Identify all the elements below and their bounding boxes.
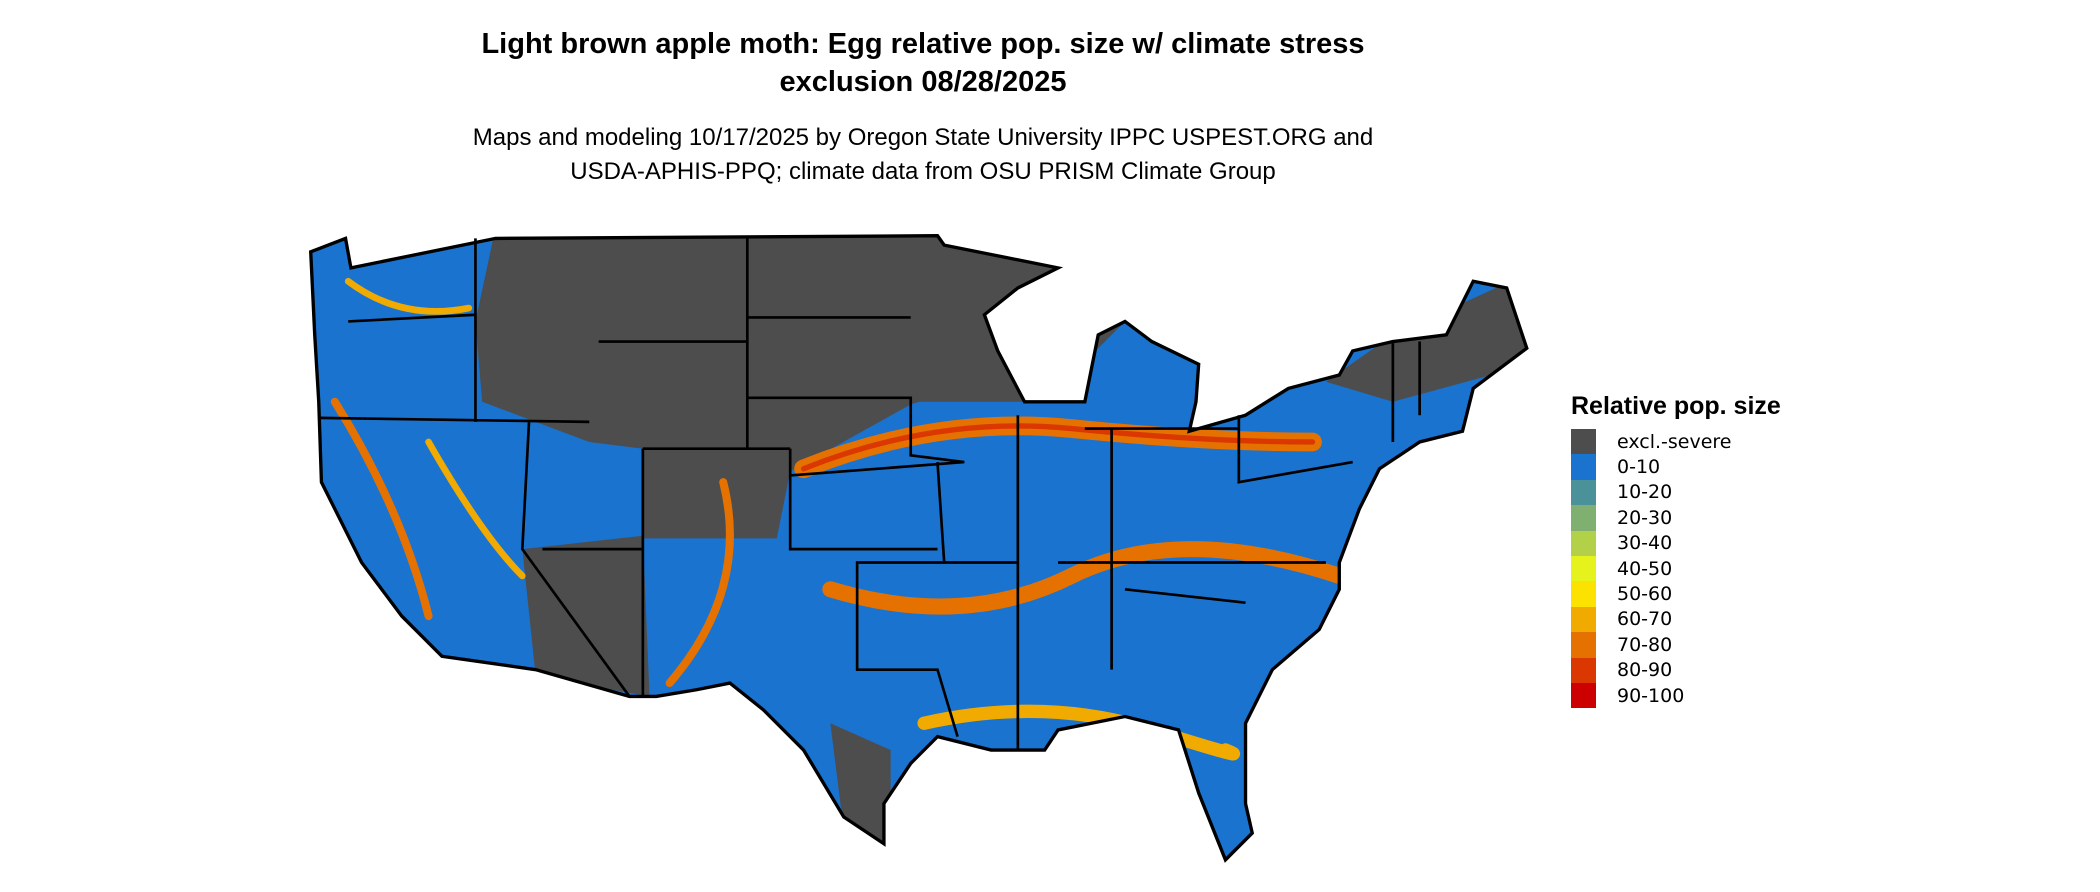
region-excluded-plains <box>475 235 951 539</box>
legend-item: 0-10 <box>1571 454 1781 480</box>
legend-label: 20-30 <box>1617 506 1673 529</box>
legend-label: excl.-severe <box>1617 430 1732 453</box>
legend-item: 10-20 <box>1571 479 1781 506</box>
legend-label: 70-80 <box>1617 633 1673 656</box>
legend-item: 70-80 <box>1571 632 1781 658</box>
legend-label: 60-70 <box>1617 608 1673 631</box>
legend-label: 50-60 <box>1617 583 1673 606</box>
map-title-line2: exclusion 08/28/2025 <box>779 66 1067 98</box>
legend-swatch <box>1571 454 1596 480</box>
legend-title: Relative pop. size <box>1571 392 1781 420</box>
legend-label: 10-20 <box>1617 481 1673 504</box>
legend-label: 90-100 <box>1617 684 1685 707</box>
legend-item: 30-40 <box>1571 530 1781 556</box>
legend-label: 30-40 <box>1617 532 1673 555</box>
map-subtitle-line1: Maps and modeling 10/17/2025 by Oregon S… <box>472 124 1374 151</box>
region-excluded-southwest <box>522 535 650 697</box>
legend-label: 0-10 <box>1617 456 1661 479</box>
legend-swatch <box>1571 530 1596 556</box>
legend-swatch <box>1571 581 1596 607</box>
legend-swatch <box>1571 682 1596 709</box>
legend-swatch <box>1571 555 1596 582</box>
legend-label: 80-90 <box>1617 659 1673 682</box>
legend-item: 60-70 <box>1571 606 1781 633</box>
legend-item: 20-30 <box>1571 505 1781 531</box>
legend-swatch <box>1571 632 1596 658</box>
legend-swatch <box>1571 429 1596 455</box>
legend-swatch <box>1571 657 1596 683</box>
legend-label: 40-50 <box>1617 557 1673 580</box>
legend-item: 50-60 <box>1571 581 1781 607</box>
map-subtitle-line2: USDA-APHIS-PPQ; climate data from OSU PR… <box>570 158 1276 185</box>
legend-item: 40-50 <box>1571 555 1781 582</box>
legend-swatch <box>1571 479 1596 506</box>
state-borders <box>309 234 1529 862</box>
suitability-bands <box>330 277 1348 761</box>
legend-item: 80-90 <box>1571 657 1781 683</box>
legend: Relative pop. size excl.-severe 0-10 10-20… <box>1571 392 1781 709</box>
legend-item: excl.-severe <box>1571 429 1781 455</box>
legend-item: 90-100 <box>1571 682 1781 709</box>
legend-swatch <box>1571 606 1596 633</box>
legend-swatch <box>1571 505 1596 531</box>
map-title-line1: Light brown apple moth: Egg relative pop… <box>481 28 1365 60</box>
